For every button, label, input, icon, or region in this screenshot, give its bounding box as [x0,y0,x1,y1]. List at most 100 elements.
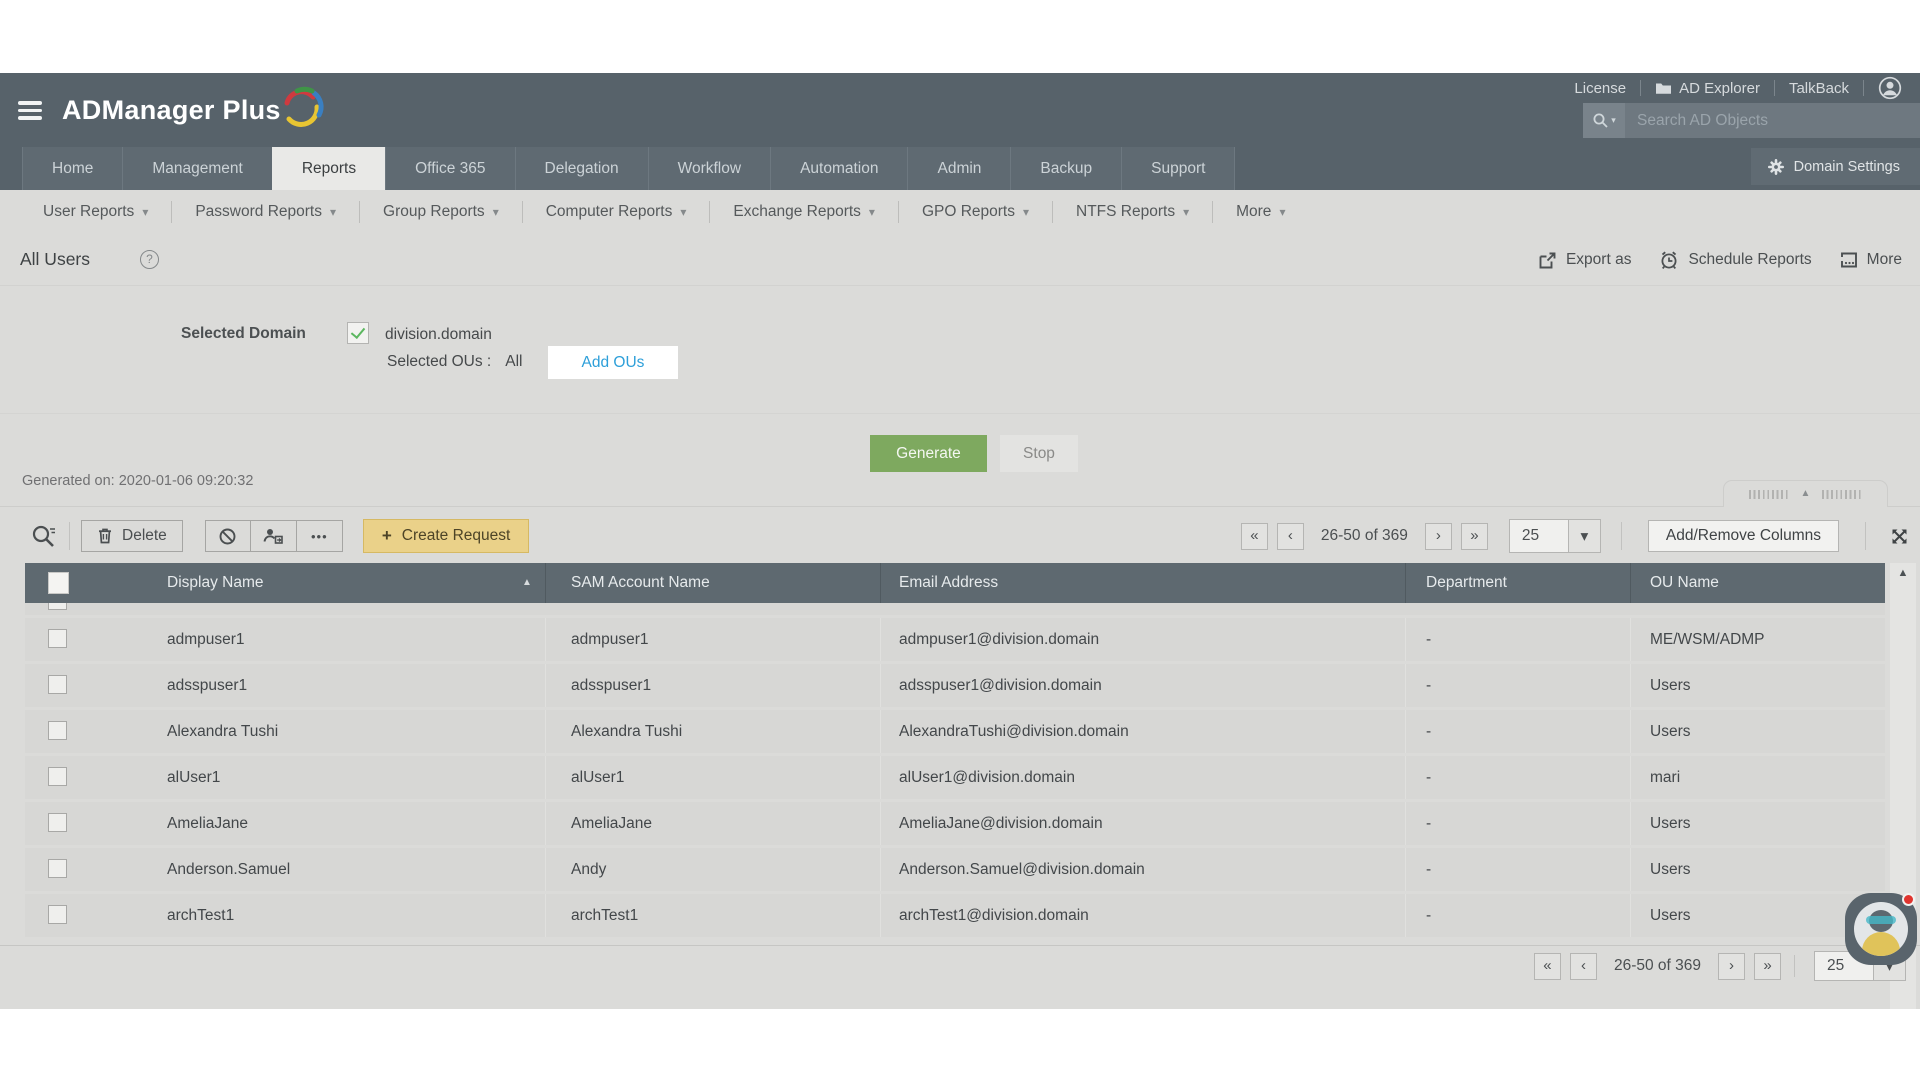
trash-icon [97,527,113,545]
column-display-name[interactable]: Display Name [167,574,264,591]
chevron-down-icon [330,203,336,221]
first-page-button[interactable]: « [1533,952,1561,980]
page-size-select[interactable]: 25 ▾ [1508,519,1601,553]
subnav-item[interactable]: User Reports [20,201,173,223]
row-checkbox[interactable] [48,767,67,786]
search-icon[interactable]: ▾ [1583,103,1625,138]
cell-department: - [1426,815,1432,832]
scroll-up-arrow[interactable]: ▲ [1897,567,1909,579]
chevron-down-icon [869,203,875,221]
more-actions-button[interactable]: ••• [296,520,343,552]
subnav-item[interactable]: Group Reports [360,201,523,223]
create-request-button[interactable]: + Create Request [362,519,530,553]
nav-tab[interactable]: Management [122,147,272,190]
nav-tab[interactable]: Reports [271,147,386,190]
cell-display-name: Alexandra Tushi [167,723,279,740]
chevron-down-icon: ▾ [1567,520,1600,552]
logo-swoosh-icon [283,85,325,133]
reports-subnav: User Reports Password Reports Group Repo… [0,190,1920,234]
add-ous-link[interactable]: Add OUs [548,346,678,379]
nav-tab[interactable]: Workflow [647,147,771,190]
nav-tab[interactable]: Home [22,147,123,190]
table-row[interactable]: AmeliaJane AmeliaJane AmeliaJane@divisio… [25,802,1885,845]
sort-ascending-icon[interactable]: ▲ [522,577,532,588]
domain-settings-button[interactable]: Domain Settings [1750,148,1920,185]
table-row[interactable]: Anderson.Samuel Andy Anderson.Samuel@div… [25,848,1885,891]
nav-tab[interactable]: Admin [907,147,1011,190]
row-checkbox[interactable] [48,675,67,694]
nav-tab[interactable]: Automation [770,147,908,190]
chevron-down-icon [1023,203,1029,221]
next-page-button[interactable]: › [1718,952,1745,980]
admanager-plus-app: ADManager Plus License AD Explorer Ta [0,73,1920,1009]
column-email-address[interactable]: Email Address [899,574,999,591]
generate-button[interactable]: Generate [870,435,987,472]
prev-page-button[interactable]: ‹ [1569,952,1597,980]
table-row[interactable]: adsspuser1 adsspuser1 adsspuser1@divisio… [25,664,1885,707]
cell-sam-account-name: AmeliaJane [571,815,652,832]
subnav-item[interactable]: NTFS Reports [1053,201,1214,223]
disable-users-button[interactable] [204,520,251,552]
table-row[interactable]: admpuser1 admpuser1 admpuser1@division.d… [25,618,1885,661]
table-row[interactable]: alUser1 alUser1 alUser1@division.domain … [25,756,1885,799]
nav-tab[interactable]: Office 365 [385,147,515,190]
report-actions: Export as Schedule Reports [1538,234,1902,286]
cell-ou-name: Users [1650,723,1691,740]
table-header: Display Name ▲ SAM Account Name Email Ad… [25,563,1885,603]
nav-tab[interactable]: Backup [1010,147,1122,190]
table-row[interactable]: Alexandra Tushi Alexandra Tushi Alexandr… [25,710,1885,753]
row-checkbox[interactable] [48,813,67,832]
export-as-button[interactable]: Export as [1538,251,1631,270]
prev-page-button[interactable]: ‹ [1276,522,1304,550]
subnav-item[interactable]: GPO Reports [899,201,1054,223]
brand-name: ADManager Plus [62,95,281,125]
hamburger-menu-icon[interactable] [18,101,42,120]
cell-sam-account-name: alUser1 [571,769,625,786]
column-ou-name[interactable]: OU Name [1650,574,1719,591]
user-account-icon[interactable] [1864,76,1916,100]
table-row[interactable]: archTest1 archTest1 archTest1@division.d… [25,894,1885,937]
select-all-checkbox[interactable] [48,572,69,594]
fullscreen-icon[interactable] [1886,523,1912,549]
search-filter-icon[interactable] [30,523,58,549]
add-remove-columns-button[interactable]: Add/Remove Columns [1647,520,1839,552]
domain-checkbox[interactable] [347,322,369,344]
move-users-button[interactable] [250,520,297,552]
help-icon[interactable] [140,250,159,269]
next-page-button[interactable]: › [1424,522,1452,550]
stop-button[interactable]: Stop [1000,435,1078,472]
last-page-button[interactable]: » [1460,522,1488,550]
subnav-item[interactable]: More [1213,201,1308,223]
domain-panel: Selected Domain division.domain Selected… [0,286,1920,413]
collapse-arrow-icon: ▲ [1800,488,1811,499]
talkback-link[interactable]: TalkBack [1788,79,1849,97]
license-link[interactable]: License [1574,79,1627,97]
delete-button[interactable]: Delete [81,520,183,552]
column-sam-account-name[interactable]: SAM Account Name [571,574,710,591]
ad-explorer-link[interactable]: AD Explorer [1641,80,1774,97]
nav-tab[interactable]: Support [1121,147,1236,190]
row-checkbox[interactable] [48,721,67,740]
cell-sam-account-name: adsspuser1 [571,677,652,694]
subnav-item[interactable]: Exchange Reports [710,201,899,223]
grid-toolbar: Delete •• [0,511,1920,561]
collapse-panel-handle[interactable]: ▲ [1723,480,1888,507]
page-title: All Users [20,249,91,269]
search-ad-objects-input[interactable] [1625,103,1920,138]
cell-sam-account-name: Alexandra Tushi [571,723,683,740]
column-department[interactable]: Department [1426,574,1507,591]
row-checkbox[interactable] [48,859,67,878]
support-chat-widget[interactable] [1845,893,1917,965]
subnav-item[interactable]: Computer Reports [523,201,711,223]
first-page-button[interactable]: « [1240,522,1268,550]
report-more-button[interactable]: More [1840,251,1902,269]
row-checkbox[interactable] [48,629,67,648]
row-checkbox[interactable] [48,905,67,924]
cell-email-address: alUser1@division.domain [899,769,1075,786]
schedule-reports-button[interactable]: Schedule Reports [1659,250,1812,270]
subnav-item[interactable]: Password Reports [172,201,361,223]
cell-sam-account-name: archTest1 [571,907,639,924]
nav-tab[interactable]: Delegation [514,147,648,190]
row-checkbox[interactable] [48,603,67,610]
last-page-button[interactable]: » [1754,952,1781,980]
